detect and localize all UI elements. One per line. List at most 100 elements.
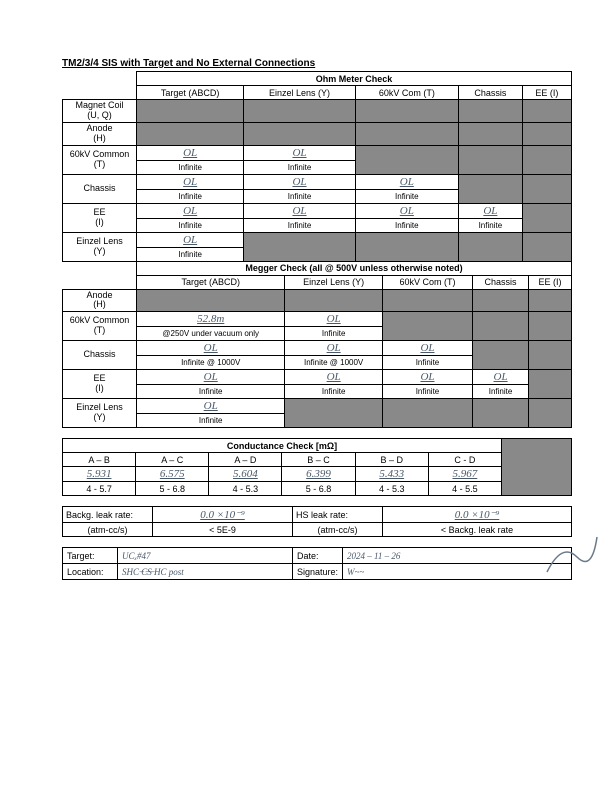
expected-cell: Infinite [473, 385, 529, 399]
megger-col: Target (ABCD) [137, 275, 285, 289]
measurement-cell: OL [285, 312, 382, 327]
measurement-cell: 52.8m [137, 312, 285, 327]
conductance-table: Conductance Check [mΩ] A – BA – CA – DB … [62, 438, 572, 496]
measurement-cell: OL [244, 203, 355, 218]
expected-cell: @250V under vacuum only [137, 327, 285, 341]
expected-cell: Infinite [285, 385, 382, 399]
measurement-cell: OL [473, 370, 529, 385]
measurement-cell: OL [285, 370, 382, 385]
cond-col: A – B [63, 453, 136, 467]
row-label: Magnet Coil(U, Q) [63, 100, 137, 123]
cond-col: C - D [428, 453, 501, 467]
shaded-cell [355, 232, 458, 261]
cond-header: Conductance Check [mΩ] [63, 439, 502, 453]
measurement-cell: OL [355, 203, 458, 218]
cond-range: 4 - 5.7 [63, 482, 136, 496]
shaded-cell [355, 100, 458, 123]
measurement-cell: OL [355, 174, 458, 189]
page-title: TM2/3/4 SIS with Target and No External … [62, 58, 572, 69]
measurement-cell: OL [137, 399, 285, 414]
row-label: 60kV Common(T) [63, 145, 137, 174]
expected-cell: Infinite [382, 356, 472, 370]
megger-col: Chassis [473, 275, 529, 289]
shaded-cell [458, 232, 522, 261]
leak-unit: (atm-cc/s) [63, 523, 153, 537]
cond-col: B – D [355, 453, 428, 467]
shaded-cell [528, 370, 571, 399]
expected-cell: Infinite [137, 218, 244, 232]
measurement-cell: OL [137, 370, 285, 385]
measurement-cell: OL [137, 232, 244, 247]
expected-cell: Infinite [285, 327, 382, 341]
footer-value: W~~ [343, 564, 572, 580]
row-label: EE(I) [63, 203, 137, 232]
cond-value: 6.575 [136, 467, 209, 482]
expected-cell: Infinite [355, 218, 458, 232]
measurement-cell: OL [285, 341, 382, 356]
ohm-col: EE (I) [522, 86, 571, 100]
footer-label: Signature: [293, 564, 343, 580]
footer-label: Target: [63, 548, 118, 564]
shaded-cell [355, 122, 458, 145]
cond-value: 5.604 [209, 467, 282, 482]
leak-table: Backg. leak rate: 0.0 ×10⁻⁹ HS leak rate… [62, 506, 572, 537]
footer-value: 2024 – 11 – 26 [343, 548, 572, 564]
expected-cell: Infinite [355, 189, 458, 203]
shaded-cell [473, 399, 529, 428]
row-label: EE(I) [63, 370, 137, 399]
leak-value: 0.0 ×10⁻⁹ [383, 507, 572, 523]
shaded-cell [522, 122, 571, 145]
row-label: Einzel Lens(Y) [63, 232, 137, 261]
cond-col: B – C [282, 453, 355, 467]
shaded-cell [522, 174, 571, 203]
shaded-cell [458, 145, 522, 174]
shaded-cell [458, 122, 522, 145]
shaded-cell [528, 341, 571, 370]
leak-value: 0.0 ×10⁻⁹ [153, 507, 293, 523]
megger-col: EE (I) [528, 275, 571, 289]
expected-cell: Infinite [137, 247, 244, 261]
shaded-cell [522, 100, 571, 123]
expected-cell: Infinite [137, 189, 244, 203]
megger-col: 60kV Com (T) [382, 275, 472, 289]
expected-cell: Infinite [137, 385, 285, 399]
leak-limit: < 5E-9 [153, 523, 293, 537]
expected-cell: Infinite [458, 218, 522, 232]
measurement-cell: OL [244, 174, 355, 189]
shaded-cell [285, 289, 382, 312]
shaded-cell [382, 289, 472, 312]
shaded-cell [522, 203, 571, 232]
ohm-col: 60kV Com (T) [355, 86, 458, 100]
expected-cell: Infinite @ 1000V [285, 356, 382, 370]
expected-cell: Infinite [244, 160, 355, 174]
megger-table: Megger Check (all @ 500V unless otherwis… [62, 261, 572, 429]
measurement-cell: OL [137, 174, 244, 189]
ohm-col: Target (ABCD) [137, 86, 244, 100]
cond-value: 5.931 [63, 467, 136, 482]
megger-header: Megger Check (all @ 500V unless otherwis… [137, 261, 572, 275]
shaded-cell [528, 289, 571, 312]
shaded-cell [244, 100, 355, 123]
row-label: Chassis [63, 174, 137, 203]
cond-col: A – C [136, 453, 209, 467]
footer-label: Location: [63, 564, 118, 580]
row-label: Anode(H) [63, 122, 137, 145]
measurement-cell: OL [137, 341, 285, 356]
cond-value: 5.967 [428, 467, 501, 482]
expected-cell: Infinite [137, 160, 244, 174]
footer-value: UCₓ#47 [118, 548, 293, 564]
ohm-header: Ohm Meter Check [137, 72, 572, 86]
cond-col: A – D [209, 453, 282, 467]
shaded-cell [137, 100, 244, 123]
measurement-cell: OL [137, 145, 244, 160]
signature-flourish [542, 532, 602, 592]
leak-unit: (atm-cc/s) [293, 523, 383, 537]
measurement-cell: OL [382, 341, 472, 356]
leak-label: HS leak rate: [293, 507, 383, 523]
shaded-cell [355, 145, 458, 174]
shaded-cell [458, 100, 522, 123]
shaded-cell [473, 289, 529, 312]
footer-value: SHC ̶C̶S̶ HC post [118, 564, 293, 580]
shaded-cell [137, 122, 244, 145]
expected-cell: Infinite [244, 218, 355, 232]
